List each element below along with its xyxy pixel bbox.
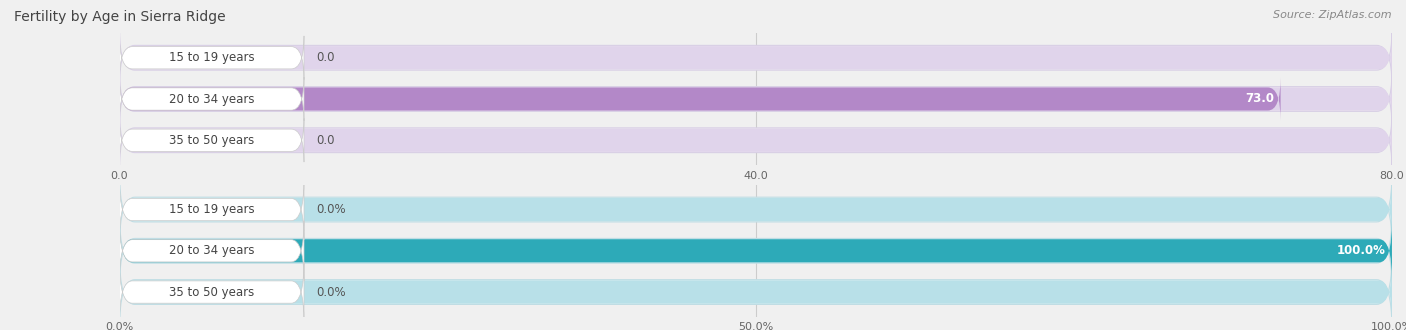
FancyBboxPatch shape <box>120 180 304 240</box>
Text: 0.0%: 0.0% <box>316 203 346 216</box>
FancyBboxPatch shape <box>120 78 1281 120</box>
FancyBboxPatch shape <box>120 30 1392 85</box>
Text: 0.0: 0.0 <box>316 134 335 147</box>
FancyBboxPatch shape <box>120 113 1392 168</box>
FancyBboxPatch shape <box>120 78 1392 120</box>
Text: 35 to 50 years: 35 to 50 years <box>169 285 254 299</box>
FancyBboxPatch shape <box>120 255 1392 329</box>
FancyBboxPatch shape <box>120 262 1392 322</box>
FancyBboxPatch shape <box>120 118 304 162</box>
Text: 15 to 19 years: 15 to 19 years <box>169 203 254 216</box>
FancyBboxPatch shape <box>120 72 1392 126</box>
FancyBboxPatch shape <box>120 172 1392 247</box>
Text: 100.0%: 100.0% <box>1337 244 1385 257</box>
Text: Source: ZipAtlas.com: Source: ZipAtlas.com <box>1274 10 1392 20</box>
FancyBboxPatch shape <box>120 221 1392 280</box>
FancyBboxPatch shape <box>120 214 1392 288</box>
FancyBboxPatch shape <box>120 36 304 80</box>
Text: 15 to 19 years: 15 to 19 years <box>169 51 254 64</box>
Text: 0.0%: 0.0% <box>316 285 346 299</box>
FancyBboxPatch shape <box>120 119 1392 162</box>
FancyBboxPatch shape <box>120 36 1392 79</box>
Text: 20 to 34 years: 20 to 34 years <box>169 244 254 257</box>
FancyBboxPatch shape <box>120 180 1392 239</box>
Text: 73.0: 73.0 <box>1246 92 1274 106</box>
FancyBboxPatch shape <box>120 221 1392 280</box>
Text: Fertility by Age in Sierra Ridge: Fertility by Age in Sierra Ridge <box>14 10 226 24</box>
FancyBboxPatch shape <box>120 221 304 281</box>
Text: 0.0: 0.0 <box>316 51 335 64</box>
FancyBboxPatch shape <box>120 262 304 322</box>
Text: 20 to 34 years: 20 to 34 years <box>169 92 254 106</box>
Text: 35 to 50 years: 35 to 50 years <box>169 134 254 147</box>
FancyBboxPatch shape <box>120 77 304 121</box>
